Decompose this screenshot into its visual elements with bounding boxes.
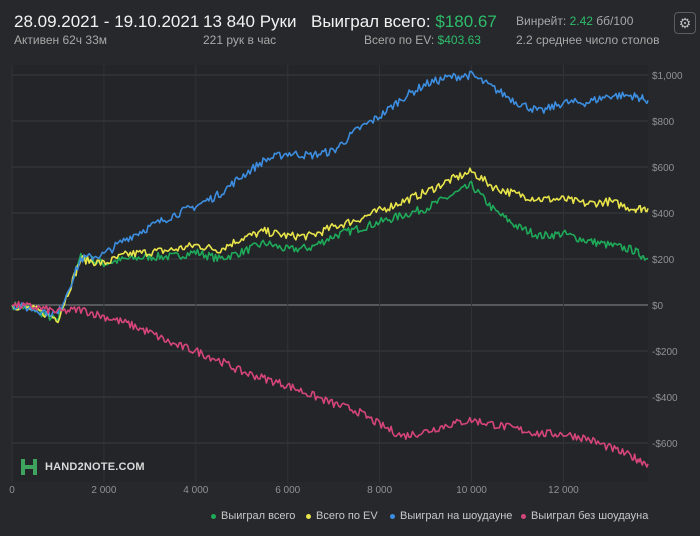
series-line-2 bbox=[11, 70, 649, 317]
legend-swatch bbox=[211, 513, 216, 519]
won-total: Выиграл всего: $180.67 bbox=[311, 12, 497, 32]
legend-label: Выиграл всего bbox=[221, 510, 296, 522]
x-tick-label: 8 000 bbox=[367, 485, 392, 496]
active-time: Активен 62ч 33м bbox=[14, 33, 107, 47]
winrate-label: Винрейт: bbox=[516, 14, 567, 28]
y-tick-label: $1,000 bbox=[652, 71, 683, 82]
logo-text: HAND2NOTE.COM bbox=[45, 461, 145, 473]
legend-label: Выиграл на шоудауне bbox=[400, 510, 513, 522]
legend-label: Всего по EV bbox=[316, 510, 378, 522]
series-line-0 bbox=[11, 180, 649, 322]
legend-item-showdown[interactable]: Выиграл на шоудауне bbox=[390, 510, 512, 522]
winrate: Винрейт: 2.42 бб/100 bbox=[516, 14, 633, 28]
x-tick-label: 0 bbox=[9, 485, 15, 496]
x-tick-label: 10 000 bbox=[456, 485, 487, 496]
y-tick-label: -$600 bbox=[652, 439, 678, 450]
won-total-label: Выиграл всего: bbox=[311, 12, 431, 31]
y-tick-label: $400 bbox=[652, 209, 675, 220]
legend-item-won-total[interactable]: Выиграл всего bbox=[211, 510, 295, 522]
y-tick-label: $200 bbox=[652, 255, 675, 266]
won-total-value: $180.67 bbox=[435, 12, 497, 31]
y-tick-label: -$200 bbox=[652, 347, 678, 358]
legend-swatch bbox=[306, 513, 311, 519]
logo: HAND2NOTE.COM bbox=[19, 457, 145, 477]
ev-total: Всего по EV: $403.63 bbox=[364, 33, 481, 47]
x-tick-label: 2 000 bbox=[91, 485, 116, 496]
legend-swatch bbox=[390, 513, 395, 519]
legend-label: Выиграл без шоудауна bbox=[531, 510, 649, 522]
winrate-unit: бб/100 bbox=[596, 14, 634, 28]
avg-tables: 2.2 среднее число столов bbox=[516, 33, 660, 47]
hands-count: 13 840 Руки bbox=[203, 12, 297, 31]
x-tick-label: 12 000 bbox=[548, 485, 579, 496]
date-range: 28.09.2021 - 19.10.2021 bbox=[14, 12, 200, 31]
series-line-1 bbox=[11, 167, 649, 324]
y-tick-label: $0 bbox=[652, 301, 664, 312]
hands-per-hour: 221 рук в час bbox=[203, 33, 277, 47]
legend-item-non-showdown[interactable]: Выиграл без шоудауна bbox=[521, 510, 648, 522]
ev-label: Всего по EV: bbox=[364, 33, 435, 47]
gear-icon: ⚙ bbox=[678, 14, 692, 31]
series-line-3 bbox=[11, 300, 649, 468]
settings-button[interactable]: ⚙ bbox=[674, 12, 696, 34]
y-tick-label: $800 bbox=[652, 117, 675, 128]
winrate-value: 2.42 bbox=[569, 14, 593, 28]
x-tick-label: 4 000 bbox=[183, 485, 208, 496]
legend-swatch bbox=[521, 513, 526, 519]
plot-area bbox=[12, 65, 648, 482]
ev-value: $403.63 bbox=[437, 33, 481, 47]
y-tick-label: $600 bbox=[652, 163, 675, 174]
legend-item-ev[interactable]: Всего по EV bbox=[306, 510, 378, 522]
logo-mark-icon bbox=[21, 459, 37, 475]
x-tick-label: 6 000 bbox=[275, 485, 300, 496]
y-tick-label: -$400 bbox=[652, 393, 678, 404]
